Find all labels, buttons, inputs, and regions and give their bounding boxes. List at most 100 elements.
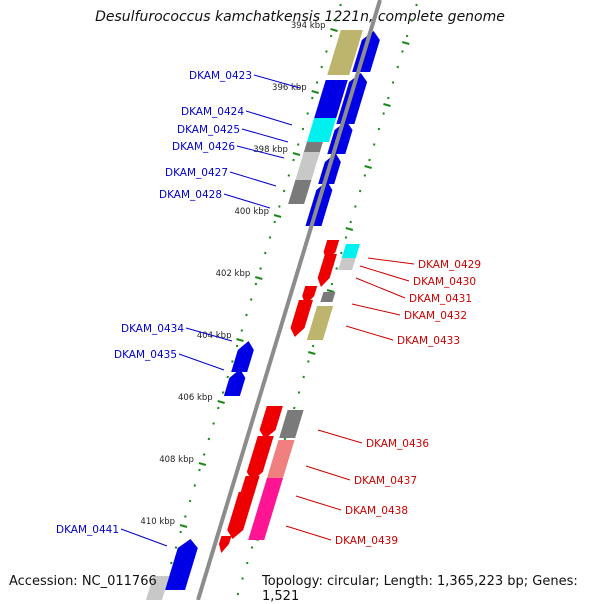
minor-tick-mark: [207, 437, 211, 441]
minor-tick-mark: [292, 158, 295, 162]
gene-leader-line: [345, 325, 394, 341]
minor-tick-mark: [320, 65, 323, 69]
gene-label[interactable]: DKAM_0435: [114, 349, 177, 361]
gene-feature-red: [317, 264, 334, 287]
gene-leader-line: [355, 277, 406, 299]
gene-label[interactable]: DKAM_0425: [177, 124, 240, 136]
minor-tick-mark: [282, 189, 286, 193]
minor-tick-mark: [344, 236, 348, 239]
gene-label[interactable]: DKAM_0426: [172, 141, 235, 153]
gene-label[interactable]: DKAM_0431: [409, 293, 472, 305]
minor-tick-mark: [235, 344, 239, 348]
gene-label[interactable]: DKAM_0428: [159, 189, 222, 201]
minor-tick-mark: [273, 220, 276, 224]
minor-tick-mark: [339, 3, 342, 7]
ruler-tick-label: 410 kbp: [140, 517, 175, 527]
minor-tick-mark: [405, 34, 409, 38]
gene-label[interactable]: DKAM_0432: [404, 310, 467, 322]
major-tick-mark: [401, 41, 410, 45]
gene-leader-line: [305, 465, 351, 481]
minor-tick-mark: [329, 34, 333, 38]
minor-tick-mark: [349, 220, 352, 224]
gene-label[interactable]: DKAM_0423: [189, 70, 252, 82]
minor-tick-mark: [250, 546, 254, 549]
minor-tick-mark: [236, 592, 240, 596]
gene-label[interactable]: DKAM_0437: [354, 475, 417, 487]
minor-tick-mark: [240, 329, 244, 332]
minor-tick-mark: [287, 174, 291, 177]
minor-tick-mark: [174, 546, 178, 549]
major-tick-mark: [217, 400, 225, 404]
gene-feature-magenta: [248, 478, 284, 540]
gene-label[interactable]: DKAM_0433: [397, 335, 460, 347]
minor-tick-mark: [217, 406, 220, 410]
gene-leader-line: [245, 110, 293, 126]
gene-label[interactable]: DKAM_0441: [56, 524, 119, 536]
gene-feature-lightgray: [338, 258, 356, 270]
gene-feature-lightgray: [295, 152, 320, 180]
gene-feature-blue: [231, 341, 254, 372]
minor-tick-mark: [325, 50, 328, 53]
minor-tick-mark: [311, 96, 314, 100]
minor-tick-mark: [212, 422, 215, 425]
minor-tick-mark: [301, 127, 305, 131]
gene-leader-line: [236, 145, 285, 159]
major-tick-mark: [345, 227, 354, 231]
minor-tick-mark: [340, 251, 343, 255]
gene-label[interactable]: DKAM_0439: [335, 535, 398, 547]
minor-tick-mark: [193, 484, 197, 487]
minor-tick-mark: [335, 267, 338, 270]
gene-feature-red: [290, 300, 313, 337]
gene-label[interactable]: DKAM_0427: [165, 167, 228, 179]
minor-tick-mark: [221, 391, 225, 394]
minor-tick-mark: [391, 81, 395, 84]
gene-label[interactable]: DKAM_0429: [418, 259, 481, 271]
major-tick-mark: [307, 351, 316, 355]
gene-feature-red: [227, 492, 255, 539]
gene-feature-gray: [279, 410, 304, 438]
minor-tick-mark: [368, 158, 371, 162]
minor-tick-mark: [254, 282, 258, 286]
ruler-tick-label: 396 kbp: [272, 83, 307, 93]
gene-label[interactable]: DKAM_0434: [121, 323, 184, 335]
minor-tick-mark: [358, 189, 362, 193]
ruler-tick-label: 400 kbp: [234, 207, 269, 217]
gene-label[interactable]: DKAM_0438: [345, 505, 408, 517]
major-tick-mark: [198, 462, 207, 466]
ruler-tick-label: 408 kbp: [159, 455, 194, 465]
gene-leader-line: [229, 171, 277, 187]
minor-tick-mark: [231, 360, 234, 363]
ruler-tick-label: 402 kbp: [216, 269, 251, 279]
gene-feature-cyan: [341, 244, 360, 258]
gene-feature-blue: [314, 80, 348, 118]
major-tick-mark: [364, 165, 372, 169]
minor-tick-mark: [401, 50, 404, 53]
gene-feature-cyan: [306, 118, 337, 142]
gene-leader-line: [178, 353, 225, 371]
minor-tick-mark: [246, 561, 249, 565]
minor-tick-mark: [259, 267, 262, 270]
gene-feature-pink: [267, 440, 295, 478]
minor-tick-mark: [179, 530, 182, 534]
gene-feature-red: [246, 436, 274, 481]
major-tick-mark: [326, 289, 335, 293]
minor-tick-mark: [387, 96, 390, 100]
accession-text: Accession: NC_011766: [9, 574, 157, 589]
minor-tick-mark: [410, 19, 414, 22]
gene-label[interactable]: DKAM_0424: [181, 106, 244, 118]
gene-leader-line: [223, 193, 271, 209]
gene-label[interactable]: DKAM_0436: [366, 438, 429, 450]
minor-tick-mark: [315, 81, 319, 84]
minor-tick-mark: [268, 236, 272, 239]
gene-feature-red: [240, 476, 260, 494]
gene-feature-red: [218, 536, 232, 553]
gene-label[interactable]: DKAM_0430: [413, 276, 476, 288]
minor-tick-mark: [354, 205, 357, 208]
minor-tick-mark: [306, 112, 309, 115]
minor-tick-mark: [297, 391, 301, 394]
major-tick-mark: [383, 103, 391, 107]
major-tick-mark: [179, 524, 188, 528]
gene-leader-line: [367, 257, 415, 265]
gene-feature-blue: [165, 539, 198, 590]
